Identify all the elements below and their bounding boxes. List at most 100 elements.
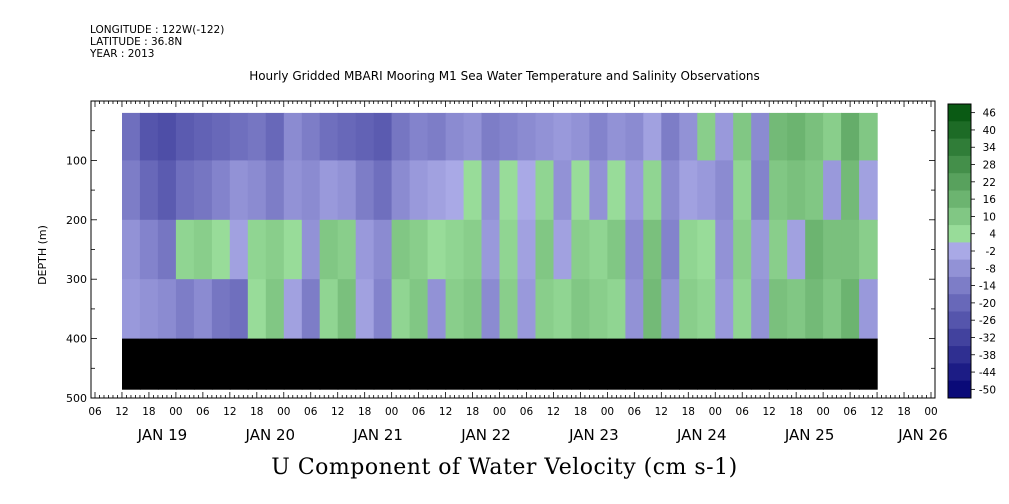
heatmap-cell — [841, 219, 860, 280]
heatmap-cell — [175, 160, 195, 221]
heatmap-cell — [391, 279, 411, 340]
heatmap-cell — [229, 338, 249, 390]
y-tick-label: 500 — [66, 392, 87, 405]
heatmap-cell — [481, 112, 501, 161]
heatmap-cell — [841, 338, 860, 390]
date-label: JAN 24 — [676, 426, 727, 444]
heatmap-cell — [553, 279, 573, 340]
heatmap-cell — [571, 112, 590, 161]
heatmap-cell — [122, 160, 141, 221]
colorbar-swatch — [948, 138, 971, 157]
heatmap-cell — [697, 338, 716, 390]
heatmap-cell — [193, 219, 213, 280]
colorbar-swatch — [948, 380, 971, 399]
x-tick-label: 06 — [412, 406, 426, 418]
heatmap-cell — [409, 338, 429, 390]
colorbar-label: 4 — [989, 229, 996, 241]
heatmap-cell — [805, 219, 824, 280]
heatmap-cell — [805, 112, 824, 161]
heatmap-cell — [805, 279, 824, 340]
heatmap-cell — [553, 112, 573, 161]
heatmap-cell — [751, 219, 770, 280]
heatmap-cell — [139, 219, 159, 280]
date-label: JAN 23 — [568, 426, 619, 444]
heatmap-cell — [319, 160, 339, 221]
heatmap-cell — [607, 219, 626, 280]
heatmap-cell — [517, 160, 537, 221]
heatmap-cell — [391, 338, 411, 390]
date-label: JAN 20 — [245, 426, 296, 444]
colorbar-label: 28 — [983, 160, 996, 172]
heatmap-cell — [517, 338, 537, 390]
heatmap-cell — [715, 112, 734, 161]
heatmap-cell — [859, 338, 878, 390]
longitude-label: LONGITUDE : 122W(-122) — [90, 24, 225, 36]
heatmap-cell — [517, 219, 537, 280]
heatmap-cell — [661, 338, 680, 390]
heatmap-cell — [535, 279, 555, 340]
heatmap-cell — [769, 338, 788, 390]
heatmap-cell — [607, 160, 626, 221]
heatmap-cell — [337, 279, 357, 340]
colorbar-swatch — [948, 242, 971, 261]
x-tick-label: 12 — [655, 406, 668, 418]
x-tick-label: 06 — [736, 406, 750, 418]
heatmap-cell — [787, 279, 806, 340]
heatmap-cell — [499, 219, 519, 280]
heatmap-cell — [535, 112, 555, 161]
heatmap-cell — [769, 160, 788, 221]
heatmap-cell — [139, 338, 159, 390]
heatmap-cell — [409, 279, 429, 340]
heatmap-cell — [535, 219, 555, 280]
x-tick-label: 18 — [789, 406, 802, 418]
heatmap-cell — [787, 112, 806, 161]
heatmap-cell — [283, 219, 303, 280]
heatmap-cell — [715, 160, 734, 221]
x-tick-label: 00 — [169, 406, 182, 418]
x-tick-label: 18 — [682, 406, 695, 418]
heatmap-cell — [499, 160, 519, 221]
heatmap-cell — [157, 338, 177, 390]
x-tick-label: 06 — [628, 406, 642, 418]
heatmap-cell — [265, 279, 285, 340]
heatmap-cell — [535, 338, 555, 390]
heatmap-cell — [787, 160, 806, 221]
heatmap-cell — [859, 219, 878, 280]
heatmap-cell — [409, 160, 429, 221]
heatmap-cell — [499, 279, 519, 340]
heatmap-cell — [355, 338, 375, 390]
heatmap-cell — [122, 219, 141, 280]
heatmap-cell — [859, 279, 878, 340]
heatmap-cell — [733, 112, 752, 161]
heatmap-cell — [607, 279, 626, 340]
heatmap-cell — [481, 219, 501, 280]
heatmap-cell — [571, 279, 590, 340]
heatmap-cell — [283, 338, 303, 390]
heatmap-cell — [373, 112, 393, 161]
heatmap-cell — [157, 112, 177, 161]
heatmap-cell — [859, 160, 878, 221]
heatmap-cell — [265, 219, 285, 280]
heatmap-cell — [643, 160, 662, 221]
heatmap-cell — [373, 219, 393, 280]
colorbar-swatch — [948, 259, 971, 278]
heatmap-cell — [373, 279, 393, 340]
heatmap-cell — [697, 279, 716, 340]
heatmap-cell — [211, 160, 231, 221]
heatmap-cell — [661, 112, 680, 161]
heatmap-cell — [715, 338, 734, 390]
heatmap-cell — [787, 338, 806, 390]
heatmap-cell — [139, 160, 159, 221]
chart-caption: U Component of Water Velocity (cm s-1) — [271, 455, 738, 480]
heatmap-cell — [463, 160, 483, 221]
heatmap-cell — [751, 160, 770, 221]
colorbar-swatch — [948, 346, 971, 364]
heatmap-cell — [697, 219, 716, 280]
colorbar-frame — [947, 103, 972, 399]
colorbar-swatch — [948, 173, 971, 191]
heatmap-cell — [589, 112, 608, 161]
heatmap-cell — [355, 279, 375, 340]
heatmap-cell — [373, 160, 393, 221]
heatmap-cell — [139, 112, 159, 161]
x-tick-label: 18 — [466, 406, 479, 418]
